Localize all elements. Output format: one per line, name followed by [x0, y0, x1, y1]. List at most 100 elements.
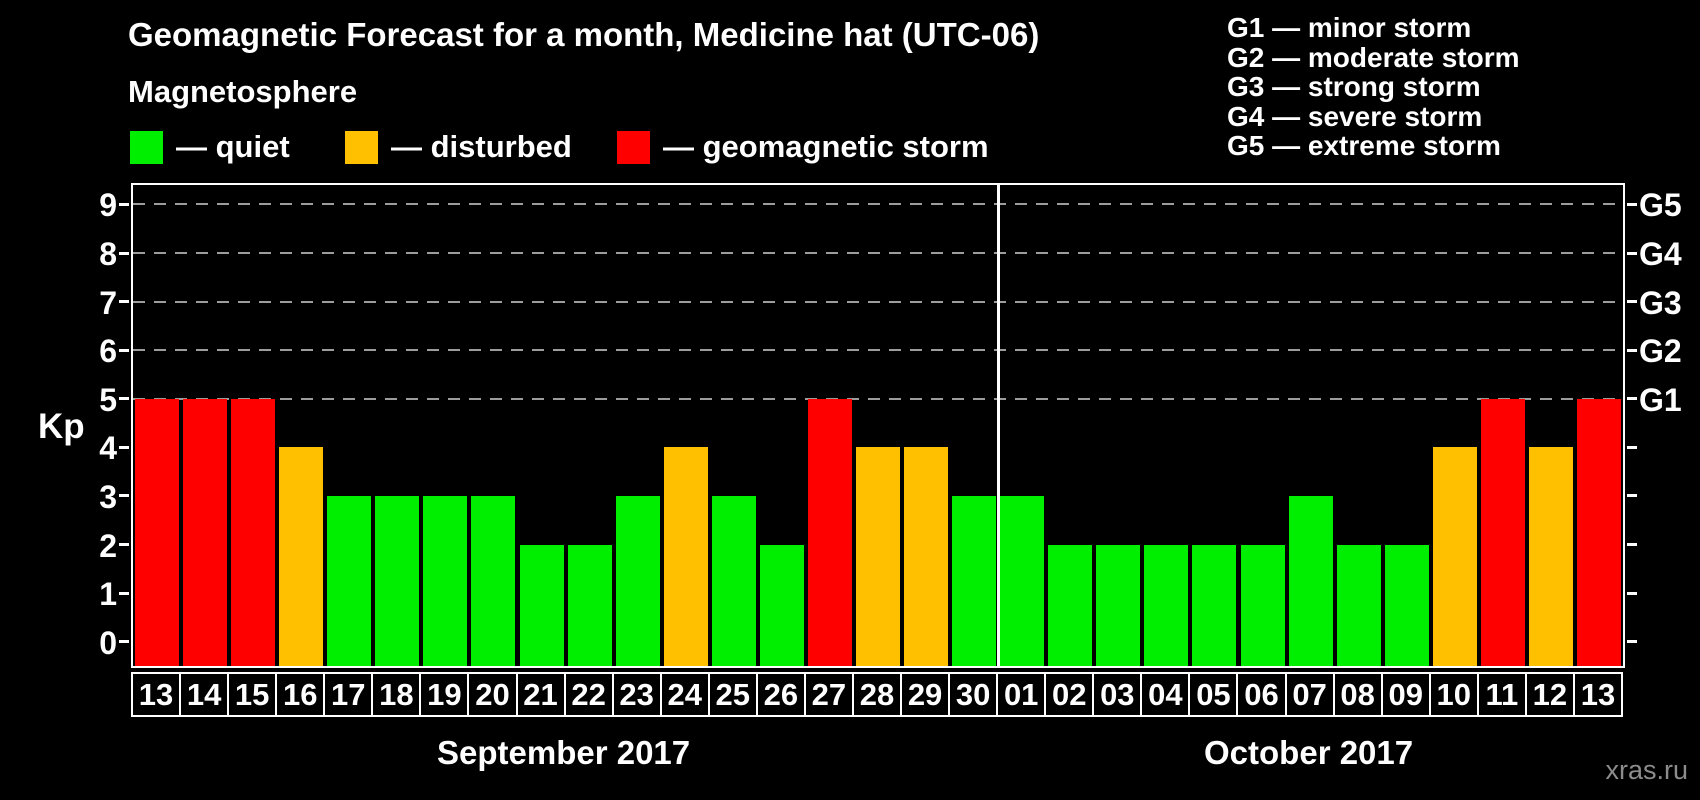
day-label-16: 16: [275, 672, 326, 717]
kp-bar-day-15: [231, 398, 276, 666]
kp-bar-day-27: [807, 398, 852, 666]
y-tick-left-9: [119, 202, 129, 206]
y-tick-label-6: 6: [99, 333, 117, 370]
day-label-20: 20: [467, 672, 518, 717]
day-label-24: 24: [659, 672, 710, 717]
kp-bar-day-28: [856, 447, 900, 666]
kp-bar-day-13: [1576, 398, 1621, 666]
y-tick-left-1: [119, 591, 129, 595]
y-tick-label-9: 9: [99, 187, 117, 224]
y-tick-right-9: [1627, 202, 1637, 206]
kp-bar-day-18: [375, 495, 420, 666]
day-label-21: 21: [515, 672, 566, 717]
legend-label-disturbed: — disturbed: [391, 129, 572, 164]
kp-bar-day-08: [1336, 544, 1381, 666]
storm-color-swatch: [617, 130, 650, 164]
day-label-27: 27: [803, 672, 854, 717]
gridline-kp-8: [133, 252, 1623, 255]
kp-bar-day-02: [1048, 544, 1093, 666]
y-tick-label-4: 4: [99, 430, 117, 467]
legend-item-storm: — geomagnetic storm: [617, 129, 989, 164]
y-tick-label-0: 0: [99, 624, 117, 661]
kp-bar-day-24: [663, 447, 708, 666]
day-label-09: 09: [1380, 672, 1431, 717]
kp-bar-chart-plot-area: G1 G2 G3 G4 G5 0 1 2 3 4 5 6 7 8 9: [99, 183, 1682, 668]
day-label-04: 04: [1140, 672, 1191, 717]
y-tick-right-0: [1627, 640, 1637, 644]
day-label-02: 02: [1044, 672, 1095, 717]
day-label-14: 14: [179, 672, 230, 717]
y-tick-label-8: 8: [99, 236, 117, 273]
day-label-19: 19: [419, 672, 470, 717]
kp-bar-day-05: [1192, 544, 1237, 666]
y-tick-right-8: [1627, 251, 1637, 255]
kp-bar-day-23: [615, 495, 660, 666]
y-tick-right-5: [1627, 397, 1637, 401]
day-label-07: 07: [1284, 672, 1335, 717]
y-tick-right-4: [1627, 445, 1637, 449]
y-tick-left-0: [119, 640, 129, 644]
kp-bar-day-11: [1480, 398, 1525, 666]
day-label-13: 13: [1572, 672, 1623, 717]
g-legend-g2: G2 — moderate storm: [1227, 41, 1520, 73]
kp-bar-day-06: [1240, 544, 1285, 666]
month-separator-line: [997, 185, 1001, 666]
kp-bar-day-12: [1528, 447, 1573, 666]
right-axis-label-g2: G2: [1639, 333, 1682, 370]
g-legend-g4: G4 — severe storm: [1227, 100, 1483, 132]
day-label-11: 11: [1476, 672, 1527, 717]
month-label-september: September 2017: [437, 734, 691, 771]
g-legend-g3: G3 — strong storm: [1227, 71, 1481, 102]
xras-watermark: xras.ru: [1605, 755, 1688, 785]
quiet-color-swatch: [130, 130, 163, 164]
y-tick-right-3: [1627, 494, 1637, 498]
kp-bar-day-26: [759, 544, 804, 666]
day-label-28: 28: [851, 672, 903, 717]
day-label-29: 29: [900, 672, 951, 717]
day-label-23: 23: [611, 672, 662, 717]
y-tick-left-8: [119, 251, 129, 255]
y-tick-right-2: [1627, 543, 1637, 547]
kp-bar-day-09: [1384, 544, 1429, 666]
y-tick-left-3: [119, 494, 129, 498]
kp-bar-day-13: [135, 398, 180, 666]
gridline-kp-6: [133, 349, 1623, 352]
kp-bar-day-29: [904, 447, 949, 666]
kp-bar-day-14: [183, 398, 228, 666]
right-axis-label-g1: G1: [1639, 381, 1682, 418]
gridline-kp-5: [133, 397, 1623, 400]
y-tick-left-4: [119, 445, 129, 449]
day-label-22: 22: [563, 672, 614, 717]
y-tick-right-1: [1627, 591, 1637, 595]
kp-bar-day-19: [423, 495, 468, 666]
day-label-01: 01: [996, 672, 1047, 717]
page-title: Geomagnetic Forecast for a month, Medici…: [128, 16, 1040, 53]
kp-bar-day-17: [327, 495, 372, 666]
right-axis-label-g5: G5: [1639, 187, 1682, 224]
legend-item-disturbed: — disturbed: [345, 129, 572, 164]
gridline-kp-7: [133, 300, 1623, 303]
x-axis-day-labels-row: 13 14 15 16 17 18 19 20 21 22 23 24 25 26 27 28 29 30 01 02…: [131, 672, 1625, 717]
day-label-15: 15: [227, 672, 278, 717]
day-label-18: 18: [371, 672, 422, 717]
y-tick-left-2: [119, 543, 129, 547]
y-tick-left-6: [119, 348, 129, 352]
day-label-30: 30: [948, 672, 999, 717]
month-label-october: October 2017: [1204, 734, 1414, 771]
y-tick-label-5: 5: [99, 381, 117, 418]
kp-bar-day-25: [711, 495, 756, 666]
kp-bar-day-07: [1288, 495, 1333, 666]
kp-bar-day-04: [1144, 544, 1189, 666]
day-label-25: 25: [707, 672, 758, 717]
g-scale-legend: G1 — minor storm G2 — moderate storm G3 …: [1227, 13, 1520, 161]
g-legend-g1: G1 — minor storm: [1227, 12, 1472, 43]
g-legend-g5: G5 — extreme storm: [1227, 130, 1501, 161]
y-tick-right-7: [1627, 300, 1637, 304]
y-axis-title-kp: Kp: [38, 407, 85, 446]
right-axis-label-g4: G4: [1639, 236, 1682, 273]
day-label-26: 26: [755, 672, 806, 717]
kp-bar-day-16: [279, 447, 324, 666]
disturbed-color-swatch: [345, 130, 378, 164]
day-label-13: 13: [131, 672, 182, 717]
